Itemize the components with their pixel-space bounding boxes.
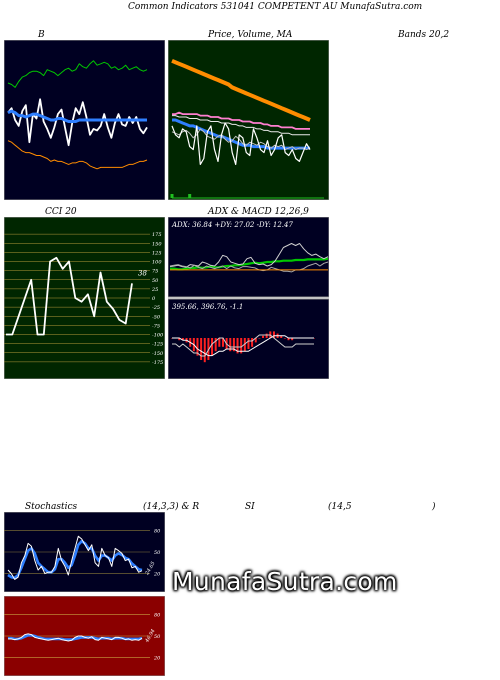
macd-histogram-bar — [203, 338, 206, 363]
rsi-smoothed-line — [8, 633, 143, 641]
rsi-tick-label: 20 — [153, 656, 161, 662]
bollinger-lower-band — [7, 140, 148, 170]
macd-histogram-bar — [272, 331, 275, 338]
cci-tick-label: 175 — [152, 232, 162, 238]
cci-tick-label: 0 — [152, 296, 156, 302]
stochastics-tick-label: 50 — [154, 550, 161, 556]
stochastics-title-c: SI — [245, 502, 255, 512]
ma-pink-line — [172, 111, 310, 130]
macd-signal-line — [172, 335, 314, 357]
price-volume-ma-chart — [168, 40, 329, 200]
macd-histogram-bar — [240, 338, 243, 354]
cci-tick-label: -50 — [152, 314, 161, 320]
ma-grey-line — [172, 115, 310, 136]
ma-blue-line — [172, 118, 310, 150]
chart-header-title: Common Indicators 531041 COMPETENT AU Mu… — [128, 2, 423, 12]
macd-histogram-bar — [214, 338, 217, 352]
watermark: MunafaSutra.com — [172, 567, 398, 596]
bollinger-middle-band — [7, 109, 147, 123]
adx-background — [168, 217, 329, 298]
macd-histogram-bar — [196, 338, 199, 356]
macd-histogram-bar — [258, 338, 261, 339]
cci-tick-label: -125 — [152, 342, 163, 348]
macd-histogram-bar — [283, 338, 286, 339]
cci-tick-label: 150 — [152, 241, 162, 247]
minus-di-line — [169, 261, 329, 273]
adx-values-label: ADX: 36.84 +DY: 27.02 -DY: 12.47 — [171, 221, 293, 229]
cci-tick-label: -25 — [152, 305, 160, 311]
macd-values-label: 395.66, 396.76, -1.1 — [172, 303, 243, 311]
bollinger-upper-band — [7, 60, 148, 88]
bands-title: Bands 20,2 — [398, 30, 450, 40]
cci-last-value: 38 — [138, 269, 147, 277]
macd-histogram-bar — [178, 338, 181, 341]
macd-histogram-bar — [280, 335, 283, 338]
rsi-tick-label: 50 — [154, 634, 161, 640]
cci-tick-label: -150 — [152, 351, 164, 357]
cci-tick-label: 100 — [152, 260, 162, 266]
macd-histogram-bar — [287, 338, 290, 341]
cci-tick-label: -175 — [152, 360, 163, 366]
macd-histogram-bar — [218, 338, 221, 347]
macd-histogram-bar — [291, 338, 294, 341]
macd-histogram-bar — [229, 338, 232, 352]
panel-background — [168, 40, 329, 200]
macd-line — [172, 334, 314, 357]
volume-bar — [188, 194, 192, 198]
cci-title: CCI 20 — [45, 207, 77, 217]
price-volume-ma-title: Price, Volume, MA — [208, 30, 293, 40]
stochastics-tick-label: 80 — [154, 528, 161, 534]
cci-line — [6, 256, 133, 336]
macd-histogram-bar — [251, 338, 254, 347]
macd-histogram-bar — [221, 338, 224, 347]
stochastics-tick-label: 20 — [153, 572, 161, 578]
macd-histogram-bar — [200, 338, 203, 360]
macd-histogram-bar — [232, 338, 235, 352]
volume-bar — [170, 194, 174, 198]
adx-line — [170, 257, 329, 271]
cci-tick-label: -100 — [152, 333, 164, 339]
stochastics-title-a: Stochastics — [25, 502, 78, 512]
macd-histogram-bar — [262, 335, 265, 338]
cci-tick-label: 75 — [152, 269, 158, 275]
macd-histogram-bar — [207, 338, 210, 360]
price-line — [171, 122, 311, 166]
adx-macd-chart: ADX: 36.84 +DY: 27.02 -DY: 12.47 395.66, … — [168, 217, 329, 379]
rsi-tick-label: 80 — [154, 612, 161, 618]
macd-histogram-bar — [211, 338, 214, 356]
bollinger-price-line — [7, 98, 148, 147]
stochastics-title-e: ) — [432, 502, 436, 512]
bollinger-chart — [4, 40, 165, 200]
stochastics-title-b: (14,3,3) & R — [143, 502, 200, 512]
cci-tick-label: -75 — [152, 323, 160, 329]
macd-histogram-bar — [254, 338, 257, 343]
adx-macd-title: ADX & MACD 12,26,9 — [208, 207, 309, 217]
cci-chart: 175 150 125 100 75 50 25 0 -25 -50 -75 -100 -125 -150… — [4, 217, 165, 379]
macd-histogram-bar — [247, 338, 250, 349]
macd-histogram-bar — [236, 338, 239, 354]
ma-long-line — [171, 58, 311, 122]
macd-histogram-bar — [265, 333, 268, 338]
cci-tick-label: 50 — [152, 278, 159, 284]
rsi-line — [8, 633, 143, 642]
cci-tick-label: 25 — [151, 287, 158, 293]
macd-histogram-bar — [181, 338, 184, 341]
stochastics-k-line — [7, 535, 143, 580]
plus-di-line — [169, 243, 329, 268]
stochastics-d-line — [7, 539, 143, 580]
bollinger-title: B — [38, 30, 45, 40]
stochastics-title-d: (14,5 — [328, 502, 352, 512]
cci-tick-label: 125 — [152, 250, 162, 256]
